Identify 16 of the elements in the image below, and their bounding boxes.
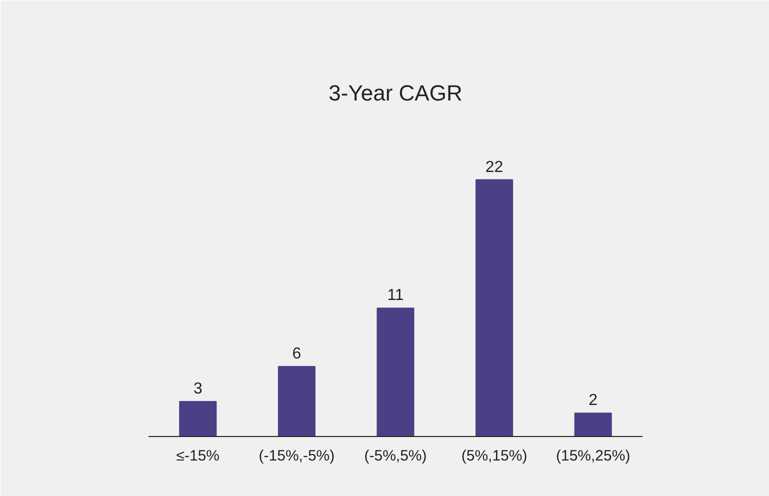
bar bbox=[376, 308, 414, 436]
x-tick-label: (-15%,-5%) bbox=[258, 448, 335, 464]
x-tick-label: (-5%,5%) bbox=[364, 448, 427, 464]
chart-title: 3-Year CAGR bbox=[328, 80, 462, 106]
data-label: 22 bbox=[485, 158, 504, 176]
data-label: 3 bbox=[193, 380, 202, 398]
data-label: 11 bbox=[387, 287, 404, 304]
bar bbox=[476, 179, 514, 436]
data-label: 2 bbox=[588, 392, 598, 410]
data-label: 6 bbox=[292, 345, 302, 362]
x-tick-label: ≤-15% bbox=[176, 448, 220, 464]
bar bbox=[179, 400, 217, 436]
x-tick-label: (15%,25%) bbox=[556, 448, 630, 464]
bar bbox=[278, 366, 316, 436]
bar bbox=[574, 412, 612, 436]
x-tick-label: (5%,15%) bbox=[461, 448, 528, 464]
